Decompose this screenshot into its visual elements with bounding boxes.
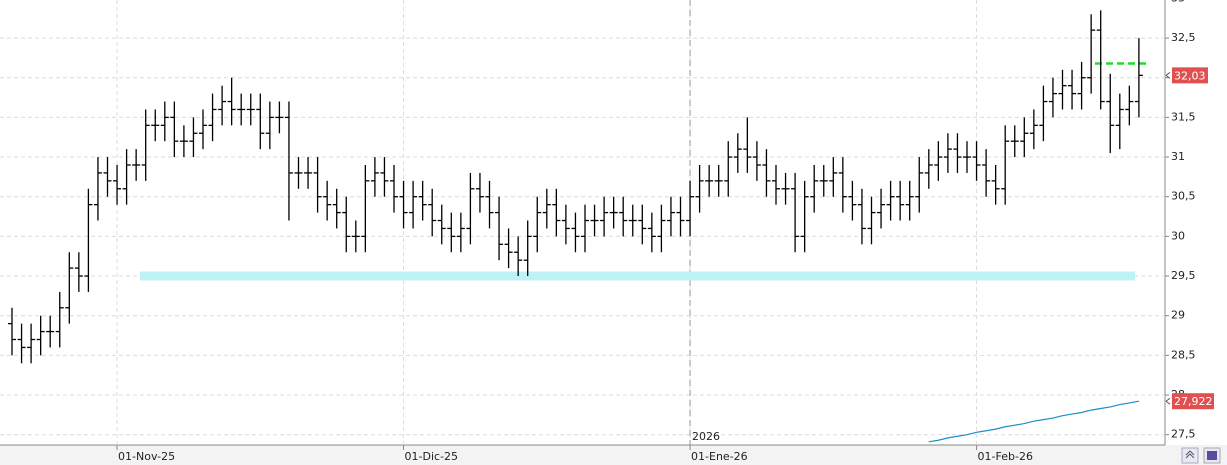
x-tick-label: 01-Ene-26 — [691, 450, 748, 463]
y-tick-label: 29,5 — [1171, 269, 1196, 282]
y-tick-label: 33 — [1171, 0, 1185, 4]
y-tick-label: 31,5 — [1171, 110, 1196, 123]
scroll-button[interactable] — [1181, 447, 1199, 464]
price-tag — [1172, 393, 1214, 410]
price-tag-label: 27,922 — [1174, 395, 1213, 408]
x-tick-label: 01-Dic-25 — [405, 450, 459, 463]
scroll-icon — [1185, 450, 1195, 459]
y-tick-label: 32,5 — [1171, 31, 1196, 44]
y-tick-label: 28,5 — [1171, 348, 1196, 361]
x-tick-label: 01-Nov-25 — [118, 450, 175, 463]
x-axis-strip — [0, 445, 1227, 465]
year-label: 2026 — [692, 430, 720, 443]
scroll-buttons[interactable] — [1181, 447, 1221, 464]
indicator-line — [928, 400, 1140, 443]
price-tag-arrow — [1165, 397, 1171, 405]
save-icon — [1207, 451, 1217, 460]
y-tick-label: 30 — [1171, 229, 1185, 242]
price-tag-arrow — [1165, 71, 1171, 79]
y-tick-label: 29 — [1171, 309, 1185, 322]
price-tag — [1172, 67, 1208, 84]
y-tick-label: 31 — [1171, 150, 1185, 163]
ohlc-bars — [8, 10, 1143, 364]
y-tick-label: 30,5 — [1171, 190, 1196, 203]
y-tick-label: 27,5 — [1171, 428, 1196, 441]
price-tag-label: 32,03 — [1174, 69, 1206, 82]
x-tick-label: 01-Feb-26 — [978, 450, 1033, 463]
